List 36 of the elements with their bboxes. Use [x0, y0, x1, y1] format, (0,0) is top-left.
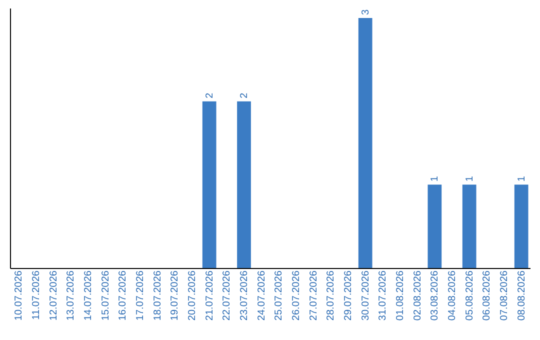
data-label: 2: [204, 92, 216, 98]
data-label: 1: [464, 176, 476, 182]
x-tick-label: 21.07.2026: [204, 270, 216, 321]
x-tick-label: 06.08.2026: [482, 270, 493, 321]
x-tick-label: 30.07.2026: [360, 270, 372, 321]
x-tick-label: 13.07.2026: [66, 270, 77, 321]
x-tick-label: 17.07.2026: [135, 270, 146, 321]
data-label: 3: [360, 9, 372, 15]
x-tick-label: 15.07.2026: [100, 270, 112, 321]
x-tick-label: 11.07.2026: [31, 270, 42, 320]
x-tick-label: 23.07.2026: [239, 270, 250, 321]
x-tick-label: 18.07.2026: [152, 270, 164, 321]
x-tick-label: 03.08.2026: [430, 270, 441, 321]
data-label: 2: [239, 92, 250, 98]
x-tick-label: 01.08.2026: [395, 270, 406, 321]
x-tick-label: 29.07.2026: [343, 270, 354, 321]
x-tick-label: 27.07.2026: [308, 270, 320, 321]
data-label: 1: [516, 176, 528, 182]
x-tick-label: 22.07.2026: [222, 270, 233, 321]
x-tick-label: 24.07.2026: [256, 270, 268, 321]
x-tick-label: 14.07.2026: [83, 270, 94, 321]
x-tick-label: 26.07.2026: [291, 270, 302, 321]
x-tick-label: 16.07.2026: [118, 270, 129, 321]
x-tick-label: 10.07.2026: [14, 270, 25, 321]
x-tick-label: 07.08.2026: [499, 270, 510, 321]
x-tick-label: 08.08.2026: [516, 270, 528, 321]
x-tick-label: 25.07.2026: [274, 270, 285, 321]
x-tick-label: 04.08.2026: [447, 270, 458, 321]
data-label: 1: [430, 176, 441, 182]
x-tick-label: 12.07.2026: [48, 270, 60, 321]
x-tick-label: 20.07.2026: [187, 270, 198, 321]
x-tick-label: 19.07.2026: [170, 270, 181, 321]
x-tick-label: 28.07.2026: [326, 270, 337, 321]
x-tick-label: 05.08.2026: [464, 270, 476, 321]
x-tick-label: 02.08.2026: [412, 270, 424, 321]
x-tick-label: 31.07.2026: [378, 270, 389, 321]
